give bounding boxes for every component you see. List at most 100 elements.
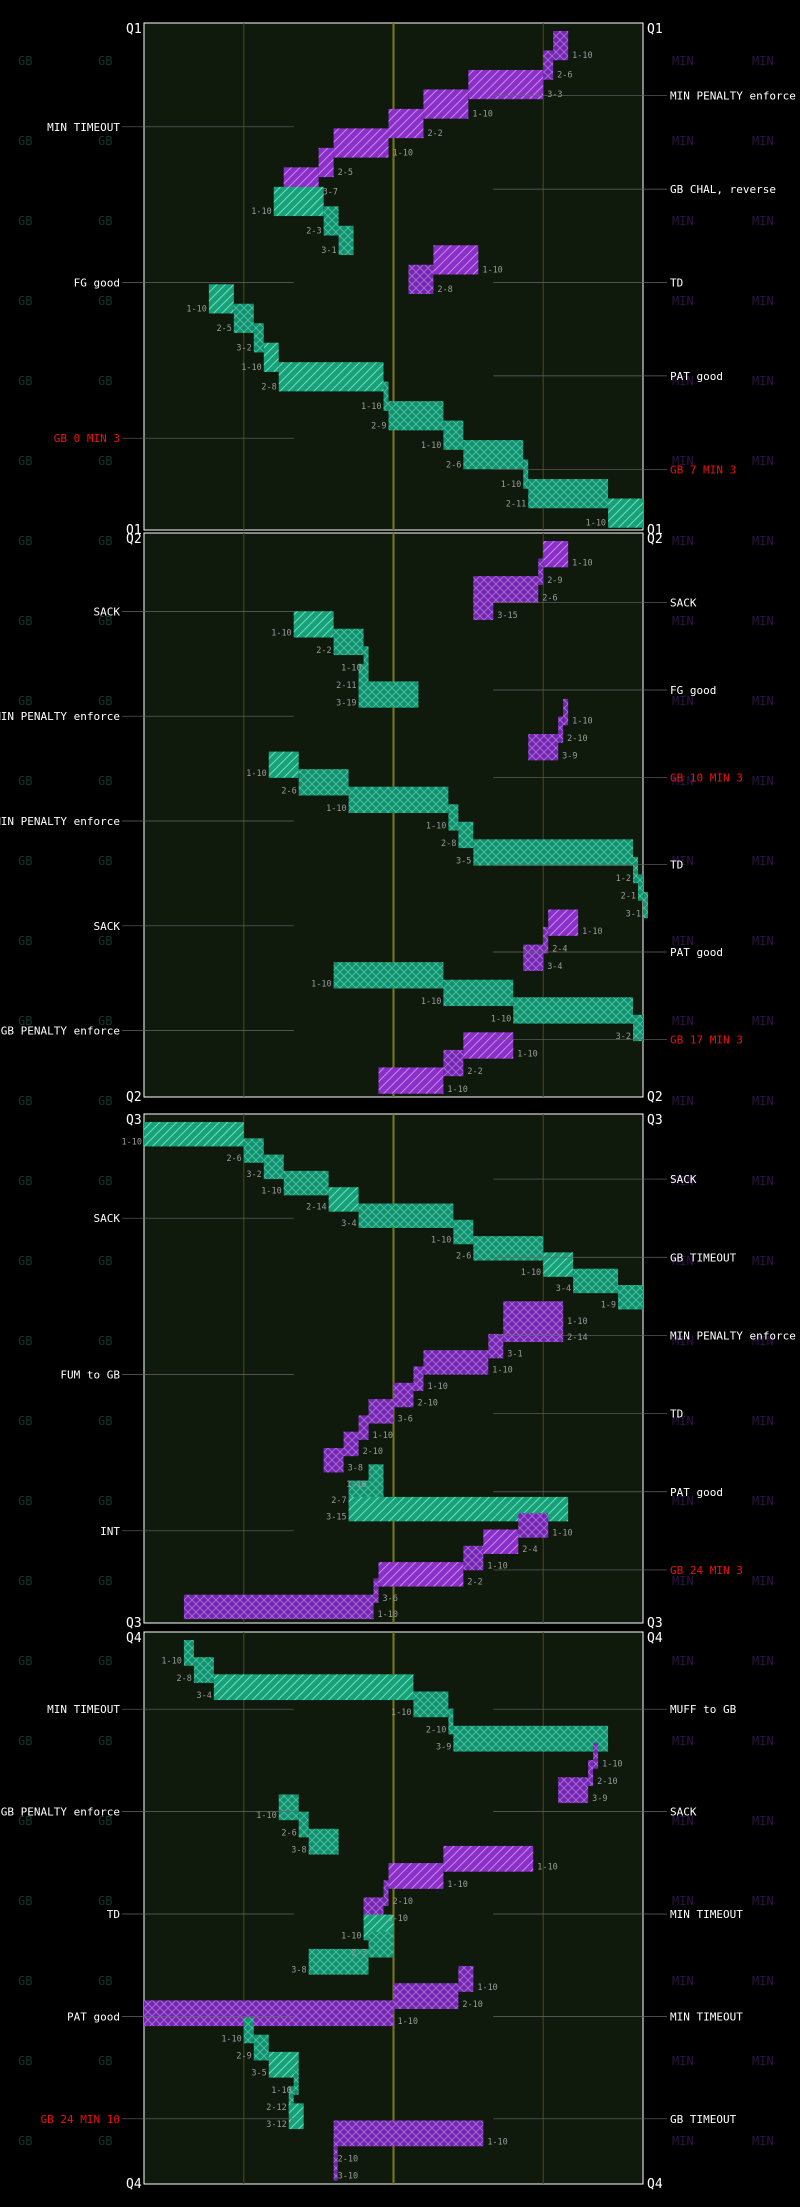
play-bar-min xyxy=(553,31,569,61)
watermark-gb-text: GB xyxy=(98,294,112,308)
quarter-label: Q1 xyxy=(126,22,142,37)
play-bar-min xyxy=(423,1350,489,1375)
play-bar-min xyxy=(523,944,544,971)
quarter-label: Q2 xyxy=(126,1090,142,1105)
event-label: TD xyxy=(670,277,683,290)
watermark-gb-text: GB xyxy=(18,214,32,228)
down-distance-label: 3-2 xyxy=(236,343,251,353)
watermark-gb-text: GB xyxy=(18,854,32,868)
down-distance-label: 2-10 xyxy=(567,734,587,744)
play-bar-gb xyxy=(448,1708,454,1735)
event-label: SACK xyxy=(94,605,121,618)
play-bar-min xyxy=(548,909,579,936)
down-distance-label: 2-10 xyxy=(393,1897,413,1907)
play-bar-gb xyxy=(458,821,474,849)
down-distance-label: 2-3 xyxy=(306,227,321,237)
down-distance-label: 1-10 xyxy=(552,1529,572,1539)
event-label: GB PENALTY enforce xyxy=(1,1025,120,1038)
event-label: MIN TIMEOUT xyxy=(47,1703,120,1716)
quarter-label: Q4 xyxy=(647,2177,663,2192)
watermark-min-text: MIN xyxy=(752,1654,774,1668)
watermark-min-text: MIN xyxy=(752,2054,774,2068)
play-bar-gb xyxy=(144,1122,244,1147)
watermark-min-text: MIN xyxy=(672,1334,694,1348)
play-bar-gb xyxy=(268,751,299,778)
watermark-gb-text: GB xyxy=(18,2134,32,2148)
watermark-gb-text: GB xyxy=(98,1494,112,1508)
down-distance-label: 2-8 xyxy=(177,1674,192,1684)
down-distance-label: 2-4 xyxy=(552,944,567,954)
watermark-min-text: MIN xyxy=(672,854,694,868)
play-bar-gb xyxy=(453,1219,474,1245)
watermark-gb-text: GB xyxy=(18,294,32,308)
down-distance-label: 1-10 xyxy=(487,1561,507,1571)
event-label: SACK xyxy=(670,597,697,610)
watermark-gb-text: GB xyxy=(98,614,112,628)
play-bar-gb xyxy=(288,2086,294,2112)
down-distance-label: 2-14 xyxy=(306,1203,326,1213)
down-distance-label: 2-4 xyxy=(522,1545,537,1555)
event-label: INT xyxy=(100,1525,120,1538)
watermark-gb-text: GB xyxy=(98,1094,112,1108)
play-bar-gb xyxy=(638,874,643,901)
watermark-gb-text: GB xyxy=(98,2054,112,2068)
play-bar-min xyxy=(383,1880,389,1906)
down-distance-label: 3-19 xyxy=(336,699,356,709)
play-bar-min xyxy=(408,264,434,294)
down-distance-label: 1-10 xyxy=(421,997,441,1007)
watermark-min-text: MIN xyxy=(752,1174,774,1188)
down-distance-label: 3-8 xyxy=(291,1846,306,1856)
down-distance-label: 1-10 xyxy=(447,1880,467,1890)
down-distance-label: 2-6 xyxy=(542,593,557,603)
event-label: GB PENALTY enforce xyxy=(1,1806,120,1819)
watermark-min-text: MIN xyxy=(672,694,694,708)
down-distance-label: 1-10 xyxy=(431,1235,451,1245)
watermark-min-text: MIN xyxy=(672,1174,694,1188)
down-distance-label: 1-10 xyxy=(567,1317,587,1327)
play-bar-min xyxy=(413,1366,424,1391)
watermark-gb-text: GB xyxy=(98,774,112,788)
down-distance-label: 1-10 xyxy=(326,804,346,814)
play-bar-min xyxy=(423,89,469,119)
play-bar-gb xyxy=(293,2069,299,2095)
down-distance-label: 2-11 xyxy=(506,499,526,509)
watermark-min-text: MIN xyxy=(672,2054,694,2068)
play-bar-min xyxy=(333,128,389,158)
score-label: GB 17 MIN 3 xyxy=(670,1033,743,1046)
play-bar-gb xyxy=(573,1268,619,1294)
play-bar-gb xyxy=(338,225,354,256)
down-distance-label: 2-1 xyxy=(621,892,636,902)
down-distance-label: 1-10 xyxy=(572,51,592,61)
watermark-min-text: MIN xyxy=(752,534,774,548)
watermark-min-text: MIN xyxy=(672,54,694,68)
play-bar-gb xyxy=(358,681,419,708)
down-distance-label: 3-6 xyxy=(398,1415,413,1425)
watermark-min-text: MIN xyxy=(752,214,774,228)
play-bar-gb xyxy=(358,663,369,691)
watermark-min-text: MIN xyxy=(672,2134,694,2148)
watermark-min-text: MIN xyxy=(752,2134,774,2148)
watermark-gb-text: GB xyxy=(98,1814,112,1828)
down-distance-label: 1-10 xyxy=(251,207,271,217)
play-bar-gb xyxy=(333,962,444,989)
down-distance-label: 2-2 xyxy=(427,129,442,139)
play-bar-gb xyxy=(388,401,444,431)
play-bar-gb xyxy=(543,1252,574,1277)
quarter-label: Q2 xyxy=(647,1090,663,1105)
watermark-gb-text: GB xyxy=(98,214,112,228)
watermark-gb-text: GB xyxy=(18,1254,32,1268)
play-bar-gb xyxy=(473,839,634,866)
watermark-min-text: MIN xyxy=(672,294,694,308)
play-bar-gb xyxy=(608,498,643,528)
event-label: GB TIMEOUT xyxy=(670,2113,737,2126)
event-label: PAT good xyxy=(67,2010,120,2023)
down-distance-label: 3-9 xyxy=(436,1743,451,1753)
play-bar-min xyxy=(333,2137,338,2164)
down-distance-label: 1-10 xyxy=(586,519,606,529)
watermark-gb-text: GB xyxy=(18,1574,32,1588)
watermark-gb-text: GB xyxy=(98,1574,112,1588)
play-bar-min xyxy=(488,1333,504,1359)
down-distance-label: 1-10 xyxy=(271,629,291,639)
play-bar-min xyxy=(463,1032,514,1059)
event-label: SACK xyxy=(670,1806,697,1819)
